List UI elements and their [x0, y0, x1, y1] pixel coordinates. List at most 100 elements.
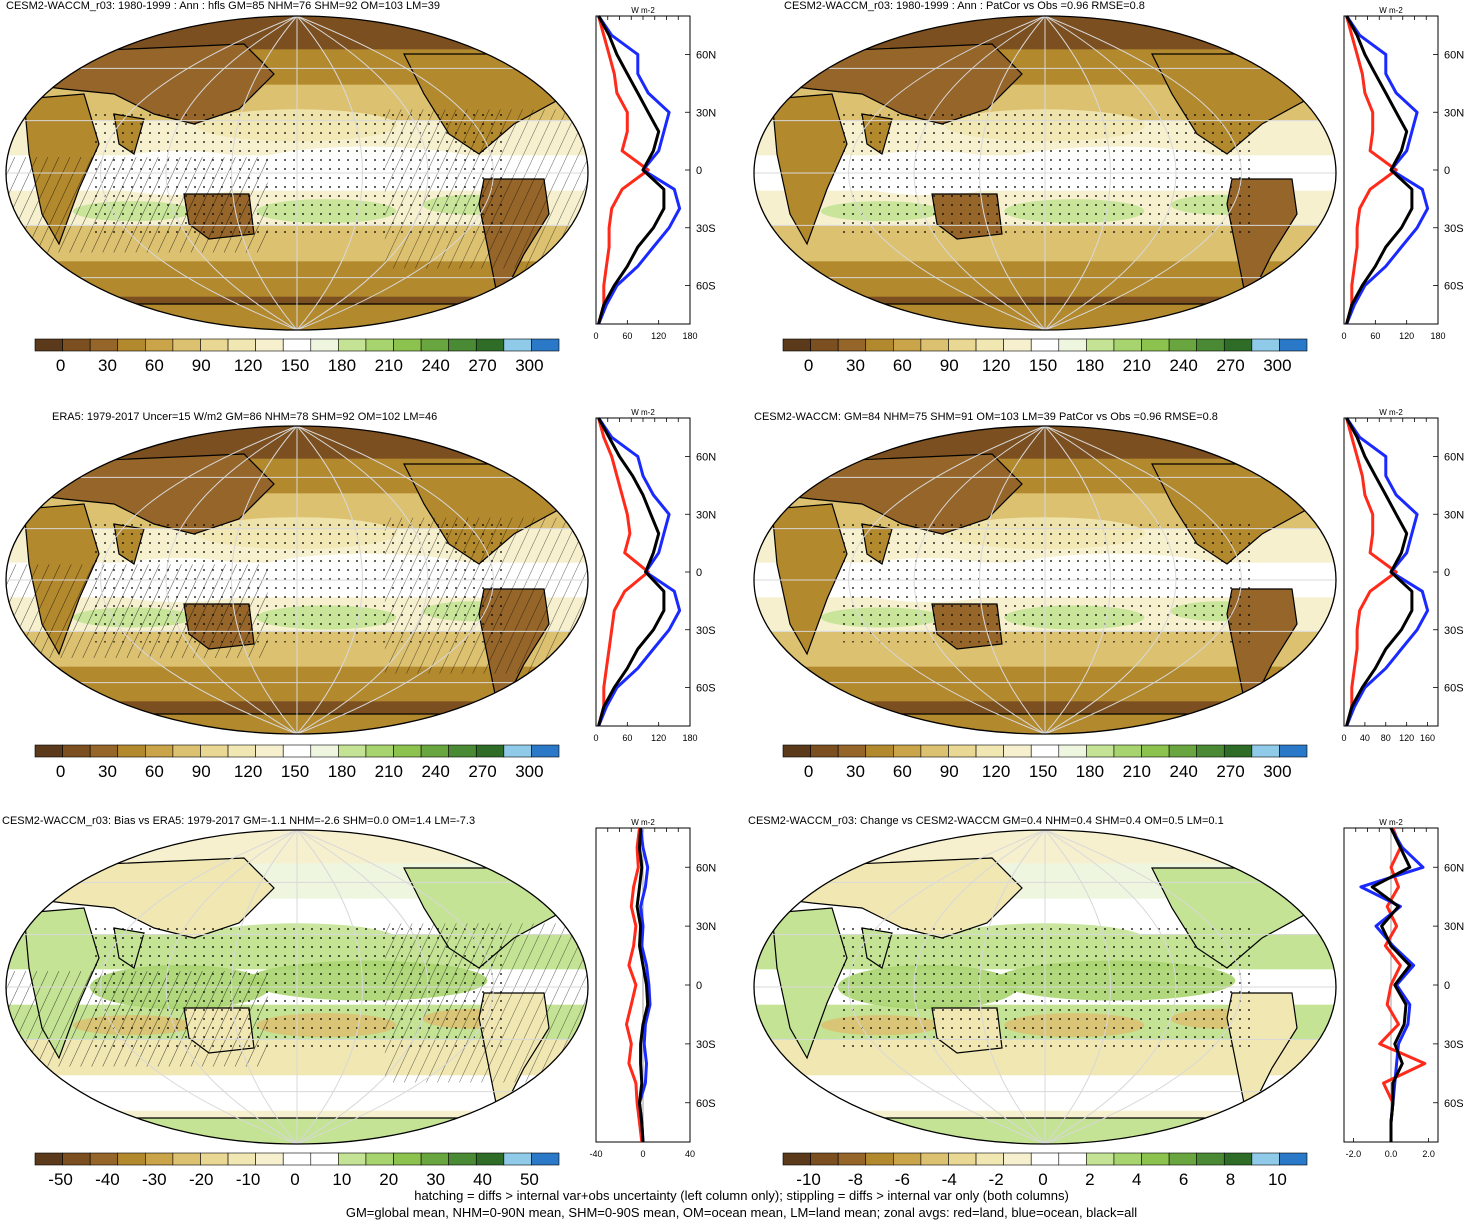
colorbar-tick-label: 120 — [234, 762, 262, 781]
zonal-x-tick-label: 60 — [622, 733, 632, 743]
colorbar-tick-label: 300 — [515, 356, 543, 375]
map-panel — [5, 829, 589, 1145]
colorbar-swatch — [1196, 338, 1225, 352]
colorbar-swatch — [920, 338, 949, 352]
colorbar-tick-label: 240 — [1169, 762, 1197, 781]
colorbar-tick-label: 150 — [281, 762, 309, 781]
colorbar-tick-label: 300 — [1263, 762, 1291, 781]
zonal-unit-label: W m-2 — [1379, 818, 1403, 827]
colorbar-tick-label: -2 — [989, 1170, 1004, 1189]
zonal-lat-label: 0 — [696, 165, 702, 177]
colorbar-swatch — [920, 1152, 949, 1166]
colorbar-tick-label: 90 — [192, 356, 211, 375]
colorbar-swatch — [1058, 338, 1087, 352]
map-panel — [5, 15, 589, 331]
colorbar-tick-label: 0 — [804, 356, 813, 375]
zonal-x-tick-label: 80 — [1381, 733, 1391, 743]
colorbar-swatch — [145, 744, 174, 758]
colorbar-swatch — [1168, 338, 1197, 352]
zonal-lat-label: 30S — [1444, 625, 1464, 637]
colorbar-swatch — [200, 744, 229, 758]
colorbar-swatch — [475, 338, 505, 352]
colorbar-swatch — [975, 744, 1004, 758]
colorbar-swatch — [865, 1152, 894, 1166]
zonal-lat-label: 30S — [696, 1039, 716, 1051]
zonal-lat-label: 30S — [1444, 1039, 1464, 1051]
colorbar-tick-label: 30 — [846, 762, 865, 781]
zonal-lat-label: 30N — [1444, 921, 1464, 933]
colorbar-swatch — [393, 1152, 422, 1166]
colorbar: 0 30 60 90 120 150 180 210 240 270 300 — [782, 338, 1308, 375]
zonal-unit-label: W m-2 — [1379, 6, 1403, 15]
colorbar-swatch — [62, 744, 91, 758]
zonal-x-tick-label: 180 — [1430, 331, 1445, 341]
colorbar-tick-label: 0 — [56, 762, 65, 781]
colorbar-swatch — [393, 744, 422, 758]
colorbar-swatch — [1141, 338, 1170, 352]
colorbar-swatch — [365, 338, 394, 352]
colorbar-tick-label: -4 — [942, 1170, 957, 1189]
colorbar-swatch — [310, 1152, 339, 1166]
colorbar-tick-label: 120 — [234, 356, 262, 375]
zonal-line-all — [1345, 15, 1414, 325]
colorbar-swatch — [1168, 1152, 1197, 1166]
zonal-x-tick-label: 60 — [622, 331, 632, 341]
colorbar-tick-label: 50 — [520, 1170, 539, 1189]
colorbar-swatch — [1168, 744, 1197, 758]
colorbar-swatch — [1223, 1152, 1253, 1166]
zonal-unit-label: W m-2 — [1379, 408, 1403, 417]
colorbar-swatch — [34, 1152, 63, 1166]
colorbar-swatch — [1223, 744, 1253, 758]
colorbar-swatch — [200, 338, 229, 352]
zonal-line-land — [1378, 827, 1427, 1142]
zonal-line-all — [1370, 827, 1412, 1142]
colorbar-swatch — [531, 338, 560, 352]
colorbar-tick-label: 20 — [379, 1170, 398, 1189]
zonal-lat-label: 60S — [1444, 1098, 1464, 1110]
colorbar-swatch — [1113, 744, 1142, 758]
zonal-unit-label: W m-2 — [631, 6, 655, 15]
colorbar-swatch — [893, 744, 922, 758]
colorbar-swatch — [420, 744, 449, 758]
zonal-mean-plot: W m-2 60N 30N 0 30S 60S 0 60 120 180 — [593, 408, 716, 743]
colorbar-swatch — [448, 744, 477, 758]
colorbar-swatch — [837, 1152, 867, 1166]
zonal-line-land — [1345, 15, 1398, 325]
colorbar-swatch — [255, 744, 284, 758]
colorbar-swatch — [1086, 338, 1115, 352]
zonal-line-all — [635, 827, 650, 1143]
colorbar-swatch — [1003, 1152, 1032, 1166]
colorbar-swatch — [200, 1152, 229, 1166]
zonal-line-ocean — [638, 827, 652, 1143]
colorbar-swatch — [1141, 1152, 1170, 1166]
colorbar-tick-label: -6 — [895, 1170, 910, 1189]
colorbar-swatch — [920, 744, 949, 758]
colorbar-swatch — [1196, 744, 1225, 758]
colorbar-swatch — [89, 1152, 119, 1166]
zonal-x-tick-label: 0 — [640, 1149, 645, 1159]
panel-title: CESM2-WACCM: GM=84 NHM=75 SHM=91 OM=103 … — [754, 411, 1218, 423]
colorbar-tick-label: 0 — [804, 762, 813, 781]
colorbar-swatch — [227, 338, 256, 352]
colorbar-tick-label: 210 — [375, 356, 403, 375]
colorbar-swatch — [1003, 744, 1032, 758]
zonal-mean-plot: W m-2 60N 30N 0 30S 60S 0 60 120 180 — [1341, 6, 1464, 341]
zonal-lat-label: 30N — [696, 107, 716, 119]
colorbar-tick-label: 10 — [332, 1170, 351, 1189]
zonal-unit-label: W m-2 — [631, 408, 655, 417]
zonal-lat-label: 30N — [696, 921, 716, 933]
colorbar-tick-label: 240 — [421, 762, 449, 781]
colorbar-tick-label: -20 — [189, 1170, 214, 1189]
colorbar-swatch — [865, 744, 894, 758]
zonal-lat-label: 0 — [696, 567, 702, 579]
colorbar-tick-label: 60 — [893, 762, 912, 781]
colorbar-swatch — [338, 744, 367, 758]
zonal-x-tick-label: 120 — [651, 331, 666, 341]
footer-note-hatching: hatching = diffs > internal var+obs unce… — [414, 1188, 1069, 1203]
colorbar-swatch — [503, 744, 532, 758]
colorbar-swatch — [62, 1152, 91, 1166]
colorbar-tick-label: 210 — [1123, 356, 1151, 375]
colorbar-swatch — [503, 338, 532, 352]
colorbar-tick-label: 30 — [98, 762, 117, 781]
colorbar-tick-label: 180 — [1076, 356, 1104, 375]
